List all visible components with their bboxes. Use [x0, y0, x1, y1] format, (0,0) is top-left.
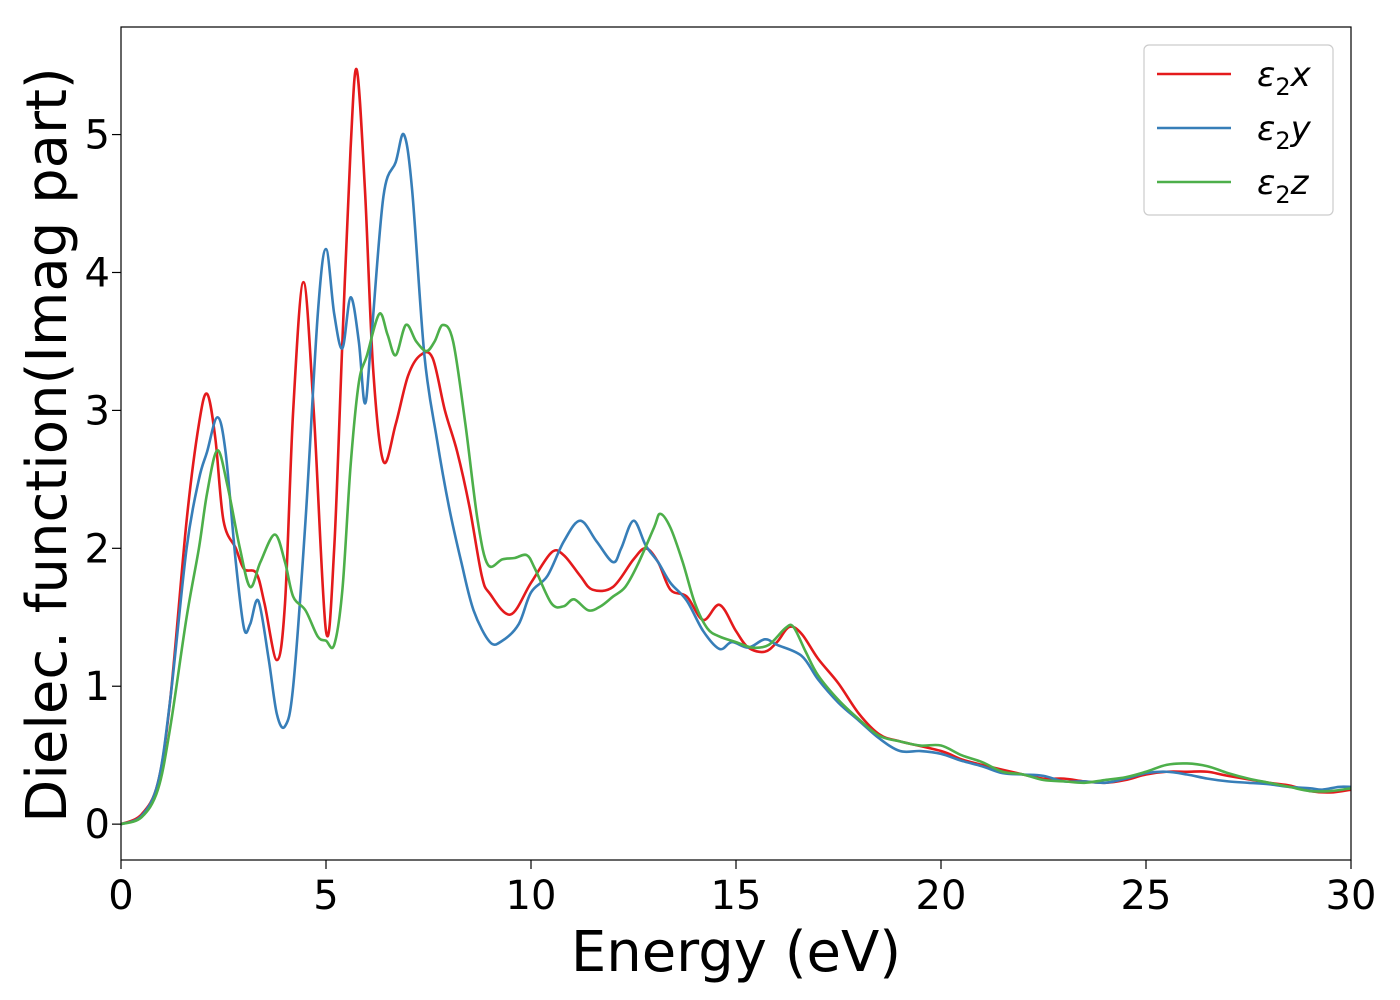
series-line-x [120, 67, 1352, 826]
legend-box [1143, 44, 1334, 216]
y-tick-label: 2 [85, 526, 110, 572]
y-tick-label: 4 [85, 250, 110, 296]
x-tick-label: 15 [711, 873, 762, 919]
y-tick-label: 1 [85, 664, 110, 710]
y-tick-label: 3 [85, 388, 110, 434]
legend-label-z: ε2z [1257, 163, 1310, 209]
x-axis-ticks: 0 5 10 15 20 25 30 [108, 860, 1376, 919]
series-line-z [120, 312, 1352, 826]
y-tick-label: 5 [85, 113, 110, 159]
x-axis-label: Energy (eV) [571, 920, 901, 985]
series-layer [120, 67, 1352, 826]
x-tick-label: 30 [1326, 873, 1377, 919]
legend-label-x: ε2x [1257, 55, 1312, 101]
legend: ε2x ε2y ε2z [1143, 44, 1334, 216]
x-tick-label: 5 [313, 873, 338, 919]
y-axis-label: Dielec. function(Imag part) [15, 67, 80, 823]
x-tick-label: 20 [916, 873, 967, 919]
legend-label-y: ε2y [1257, 109, 1312, 155]
y-axis-ticks: 0 1 2 3 4 5 [85, 113, 121, 848]
y-tick-label: 0 [85, 802, 110, 848]
x-tick-label: 0 [108, 873, 133, 919]
x-tick-label: 25 [1121, 873, 1172, 919]
x-tick-label: 10 [506, 873, 557, 919]
